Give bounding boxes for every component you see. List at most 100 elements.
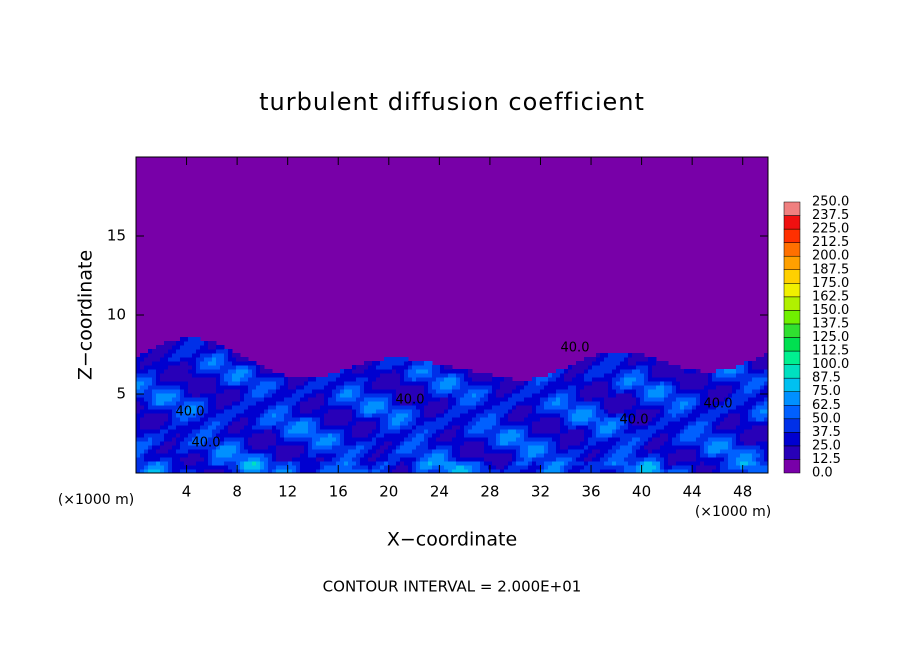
field-cell [404, 469, 409, 474]
field-cell [564, 445, 569, 450]
field-cell [716, 449, 721, 454]
field-cell [144, 417, 149, 422]
field-cell [428, 457, 433, 462]
field-cell [300, 441, 305, 446]
field-cell [684, 385, 689, 390]
field-cell [548, 445, 553, 450]
field-cell [160, 441, 165, 446]
field-cell [240, 429, 245, 434]
field-cell [232, 453, 237, 458]
field-cell [664, 393, 669, 398]
field-cell [592, 405, 597, 410]
field-cell [416, 445, 421, 450]
field-cell [732, 465, 737, 470]
field-cell [216, 433, 221, 438]
field-cell [668, 369, 673, 374]
field-cell [208, 413, 213, 418]
field-cell [152, 361, 157, 366]
field-cell [332, 381, 337, 386]
field-cell [288, 445, 293, 450]
field-cell [600, 441, 605, 446]
field-cell [600, 361, 605, 366]
field-cell [284, 433, 289, 438]
field-cell [176, 393, 181, 398]
field-cell [492, 389, 497, 394]
field-cell [144, 389, 149, 394]
field-cell [436, 469, 441, 474]
field-cell [624, 421, 629, 426]
field-cell [504, 445, 509, 450]
field-cell [172, 349, 177, 354]
field-cell [272, 405, 277, 410]
field-cell [316, 421, 321, 426]
field-cell [680, 445, 685, 450]
field-cell [640, 361, 645, 366]
field-cell [540, 449, 545, 454]
field-cell [456, 373, 461, 378]
field-cell [148, 433, 153, 438]
field-cell [292, 437, 297, 442]
field-cell [208, 457, 213, 462]
field-cell [672, 453, 677, 458]
field-cell [724, 457, 729, 462]
field-cell [276, 373, 281, 378]
field-cell [444, 413, 449, 418]
field-cell [168, 469, 173, 474]
field-cell [272, 449, 277, 454]
field-cell [704, 437, 709, 442]
field-cell [456, 449, 461, 454]
field-cell [196, 357, 201, 362]
field-cell [284, 401, 289, 406]
field-cell [528, 449, 533, 454]
field-cell [396, 437, 401, 442]
field-cell [200, 397, 205, 402]
field-cell [136, 409, 141, 414]
field-cell [264, 441, 269, 446]
field-cell [480, 373, 485, 378]
field-cell [692, 413, 697, 418]
field-cell [320, 445, 325, 450]
field-cell [716, 413, 721, 418]
field-cell [560, 469, 565, 474]
field-cell [168, 365, 173, 370]
field-cell [728, 461, 733, 466]
field-cell [200, 389, 205, 394]
field-cell [596, 465, 601, 470]
field-cell [292, 453, 297, 458]
field-cell [672, 465, 677, 470]
field-cell [276, 385, 281, 390]
field-cell [256, 413, 261, 418]
field-cell [424, 421, 429, 426]
field-cell [516, 425, 521, 430]
field-cell [684, 417, 689, 422]
field-cell [264, 373, 269, 378]
field-cell [252, 457, 257, 462]
field-cell [408, 457, 413, 462]
field-cell [272, 461, 277, 466]
field-cell [152, 449, 157, 454]
field-cell [400, 421, 405, 426]
field-cell [636, 449, 641, 454]
field-cell [720, 405, 725, 410]
field-cell [292, 441, 297, 446]
field-cell [544, 461, 549, 466]
field-cell [432, 425, 437, 430]
field-cell [692, 433, 697, 438]
field-cell [136, 381, 141, 386]
field-cell [652, 385, 657, 390]
field-cell [180, 345, 185, 350]
field-cell [440, 425, 445, 430]
field-cell [384, 393, 389, 398]
field-cell [264, 437, 269, 442]
field-cell [256, 453, 261, 458]
field-cell [408, 409, 413, 414]
field-cell [364, 429, 369, 434]
field-cell [516, 429, 521, 434]
field-cell [752, 433, 757, 438]
field-cell [432, 465, 437, 470]
field-cell [164, 373, 169, 378]
field-cell [744, 429, 749, 434]
field-cell [664, 409, 669, 414]
field-cell [360, 409, 365, 414]
field-cell [140, 381, 145, 386]
